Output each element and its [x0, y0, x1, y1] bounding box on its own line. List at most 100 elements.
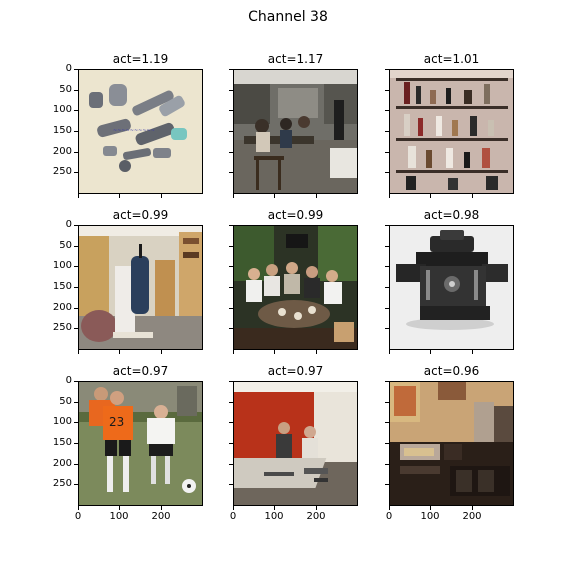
panel-title: act=0.99 — [267, 208, 324, 222]
figure-title: Channel 38 — [248, 9, 328, 25]
svg-text:23: 23 — [109, 415, 124, 429]
y-tick-mark — [74, 225, 78, 226]
x-tick-mark — [316, 350, 317, 354]
y-tick-label: 200 — [52, 146, 72, 157]
y-tick-mark — [74, 381, 78, 382]
y-tick-label: 150 — [52, 281, 72, 292]
panel-title: act=0.98 — [423, 208, 480, 222]
x-tick-mark — [161, 506, 162, 510]
group-at-dinner-table-icon — [233, 225, 358, 350]
svg-text:~~~~~~~~~~: ~~~~~~~~~~ — [113, 128, 155, 134]
y-tick-mark — [74, 484, 78, 485]
panel-title: act=0.99 — [112, 208, 169, 222]
x-tick-mark — [161, 194, 162, 198]
panel-5: act=0.99 — [229, 208, 358, 354]
y-tick-mark — [385, 131, 389, 132]
y-tick-mark — [385, 464, 389, 465]
x-tick-mark — [389, 506, 390, 510]
y-tick-label: 200 — [52, 302, 72, 313]
x-tick-mark — [472, 194, 473, 198]
y-tick-mark — [229, 443, 233, 444]
y-tick-mark — [229, 402, 233, 403]
shelf-of-bottles-icon — [389, 69, 514, 194]
panel-title: act=1.17 — [267, 52, 324, 66]
y-tick-label: 250 — [52, 322, 72, 333]
x-tick-mark — [78, 194, 79, 198]
y-tick-mark — [74, 110, 78, 111]
y-tick-label: 0 — [65, 219, 72, 230]
y-tick-mark — [74, 90, 78, 91]
mechanical-device-icon — [389, 225, 514, 350]
y-tick-label: 50 — [59, 396, 72, 407]
y-tick-mark — [385, 443, 389, 444]
y-tick-mark — [74, 152, 78, 153]
x-tick-label: 0 — [74, 511, 82, 522]
y-tick-mark — [229, 464, 233, 465]
y-tick-label: 150 — [52, 437, 72, 448]
y-tick-label: 200 — [52, 458, 72, 469]
y-tick-mark — [229, 266, 233, 267]
y-tick-mark — [229, 131, 233, 132]
y-tick-mark — [229, 225, 233, 226]
y-tick-mark — [229, 69, 233, 70]
y-tick-label: 0 — [65, 375, 72, 386]
x-tick-label: 200 — [151, 511, 171, 522]
x-tick-mark — [233, 350, 234, 354]
y-tick-mark — [74, 131, 78, 132]
y-tick-mark — [385, 287, 389, 288]
y-tick-label: 250 — [52, 166, 72, 177]
stereo-equipment-room-icon — [389, 381, 514, 506]
panel-9: act=0.96 0 — [385, 364, 514, 522]
y-tick-label: 50 — [59, 240, 72, 251]
y-tick-mark — [385, 402, 389, 403]
x-tick-mark — [233, 506, 234, 510]
x-tick-mark — [389, 194, 390, 198]
y-tick-mark — [385, 69, 389, 70]
y-tick-mark — [385, 110, 389, 111]
y-tick-mark — [74, 443, 78, 444]
panel-title: act=0.97 — [267, 364, 324, 378]
y-tick-mark — [385, 266, 389, 267]
x-tick-mark — [472, 506, 473, 510]
y-tick-mark — [385, 225, 389, 226]
shop-interior-icon — [78, 225, 203, 350]
x-tick-mark — [430, 194, 431, 198]
y-tick-label: 100 — [52, 416, 72, 427]
x-tick-label: 0 — [229, 511, 237, 522]
y-tick-mark — [74, 172, 78, 173]
panel-title: act=1.19 — [112, 52, 169, 66]
x-tick-label: 100 — [109, 511, 129, 522]
x-tick-mark — [233, 194, 234, 198]
y-tick-mark — [385, 381, 389, 382]
panel-4: act=0.99 0 50 100 150 — [53, 208, 203, 354]
y-tick-label: 250 — [52, 478, 72, 489]
panel-1: act=1.19 ~~~~~~~~~~ 0 50 100 — [53, 52, 203, 198]
y-tick-mark — [74, 308, 78, 309]
x-tick-mark — [274, 506, 275, 510]
y-tick-mark — [385, 152, 389, 153]
x-tick-mark — [119, 194, 120, 198]
y-tick-mark — [229, 110, 233, 111]
y-tick-mark — [74, 69, 78, 70]
y-tick-label: 50 — [59, 84, 72, 95]
panel-2: act=1.17 — [229, 52, 358, 198]
y-tick-label: 0 — [65, 63, 72, 74]
x-tick-mark — [161, 350, 162, 354]
youth-soccer-players-icon: 23 — [78, 381, 203, 506]
y-tick-label: 100 — [52, 260, 72, 271]
x-tick-mark — [274, 350, 275, 354]
panel-title: act=0.96 — [423, 364, 480, 378]
y-tick-mark — [74, 266, 78, 267]
metal-machine-parts-icon: ~~~~~~~~~~ — [78, 69, 203, 194]
x-tick-mark — [316, 194, 317, 198]
y-tick-mark — [385, 308, 389, 309]
x-tick-mark — [119, 350, 120, 354]
y-tick-mark — [74, 287, 78, 288]
x-tick-mark — [430, 506, 431, 510]
x-tick-label: 200 — [462, 511, 482, 522]
y-tick-mark — [229, 287, 233, 288]
y-tick-mark — [74, 402, 78, 403]
y-tick-mark — [74, 328, 78, 329]
y-tick-mark — [385, 422, 389, 423]
